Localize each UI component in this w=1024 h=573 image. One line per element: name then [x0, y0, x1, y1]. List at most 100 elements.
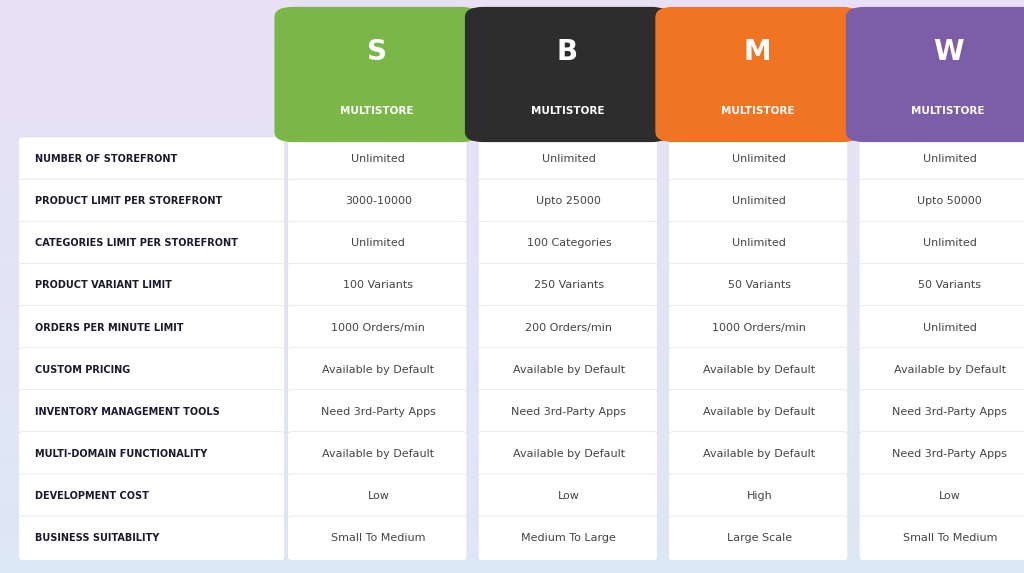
Bar	[0, 351, 1024, 354]
Bar	[0, 380, 1024, 382]
FancyBboxPatch shape	[18, 474, 285, 518]
Bar	[0, 445, 1024, 447]
Bar	[0, 311, 1024, 313]
Bar	[0, 279, 1024, 281]
Bar	[0, 246, 1024, 248]
Bar	[0, 313, 1024, 315]
FancyBboxPatch shape	[465, 7, 670, 142]
Bar	[0, 414, 1024, 417]
Bar	[0, 514, 1024, 516]
Bar	[0, 323, 1024, 325]
FancyBboxPatch shape	[669, 179, 848, 223]
Bar	[0, 451, 1024, 453]
FancyBboxPatch shape	[18, 390, 285, 434]
FancyBboxPatch shape	[18, 432, 285, 476]
Bar	[0, 288, 1024, 291]
FancyBboxPatch shape	[478, 137, 657, 181]
Bar	[0, 497, 1024, 499]
Bar	[0, 368, 1024, 371]
Bar	[0, 248, 1024, 250]
Bar	[0, 265, 1024, 268]
Bar	[0, 33, 1024, 34]
Bar	[0, 48, 1024, 50]
Bar	[0, 321, 1024, 323]
Bar	[0, 107, 1024, 109]
Bar	[0, 176, 1024, 178]
Bar	[0, 487, 1024, 489]
FancyBboxPatch shape	[288, 137, 467, 181]
FancyBboxPatch shape	[859, 516, 1024, 560]
Bar	[0, 390, 1024, 391]
Bar	[0, 527, 1024, 529]
FancyBboxPatch shape	[18, 264, 285, 308]
Bar	[0, 355, 1024, 357]
Bar	[0, 309, 1024, 311]
Bar	[0, 443, 1024, 445]
Bar	[0, 199, 1024, 201]
Bar	[0, 42, 1024, 44]
Text: Small To Medium: Small To Medium	[902, 533, 997, 543]
Bar	[0, 525, 1024, 527]
Text: Unlimited: Unlimited	[732, 197, 786, 206]
Bar	[0, 477, 1024, 480]
Bar	[0, 460, 1024, 462]
FancyBboxPatch shape	[669, 305, 848, 350]
Bar	[0, 216, 1024, 218]
Bar	[0, 11, 1024, 13]
Text: 250 Variants: 250 Variants	[534, 281, 604, 291]
FancyBboxPatch shape	[859, 305, 1024, 350]
Bar	[0, 10, 1024, 11]
Bar	[0, 296, 1024, 298]
Bar	[0, 566, 1024, 567]
Text: Unlimited: Unlimited	[923, 154, 977, 164]
Bar	[0, 271, 1024, 273]
FancyBboxPatch shape	[288, 179, 467, 223]
FancyBboxPatch shape	[478, 347, 657, 392]
Bar	[0, 44, 1024, 46]
Bar	[0, 250, 1024, 252]
Text: Unlimited: Unlimited	[351, 154, 406, 164]
Bar	[0, 510, 1024, 512]
Bar	[0, 120, 1024, 122]
Bar	[0, 275, 1024, 277]
Bar	[0, 74, 1024, 76]
Bar	[0, 546, 1024, 548]
Bar	[0, 155, 1024, 156]
Text: Need 3rd-Party Apps: Need 3rd-Party Apps	[892, 407, 1008, 417]
Bar	[0, 567, 1024, 569]
Bar	[0, 0, 1024, 2]
Bar	[0, 517, 1024, 520]
Bar	[0, 391, 1024, 394]
Bar	[0, 348, 1024, 350]
Text: Low: Low	[939, 491, 961, 501]
Bar	[0, 61, 1024, 63]
Bar	[0, 535, 1024, 537]
FancyBboxPatch shape	[18, 516, 285, 560]
Bar	[0, 359, 1024, 361]
Bar	[0, 242, 1024, 245]
FancyBboxPatch shape	[18, 305, 285, 350]
FancyBboxPatch shape	[18, 137, 285, 181]
Bar	[0, 13, 1024, 15]
Bar	[0, 219, 1024, 222]
Bar	[0, 166, 1024, 168]
Bar	[0, 548, 1024, 550]
Bar	[0, 145, 1024, 147]
Bar	[0, 386, 1024, 388]
Bar	[0, 516, 1024, 517]
Bar	[0, 282, 1024, 285]
Bar	[0, 305, 1024, 308]
Text: Unlimited: Unlimited	[923, 238, 977, 248]
Bar	[0, 201, 1024, 202]
Bar	[0, 325, 1024, 327]
Bar	[0, 328, 1024, 331]
FancyBboxPatch shape	[859, 474, 1024, 518]
Bar	[0, 286, 1024, 288]
Bar	[0, 493, 1024, 494]
Bar	[0, 435, 1024, 437]
Bar	[0, 357, 1024, 359]
Bar	[0, 539, 1024, 540]
Bar	[0, 485, 1024, 487]
Bar	[0, 424, 1024, 426]
Bar	[0, 550, 1024, 552]
